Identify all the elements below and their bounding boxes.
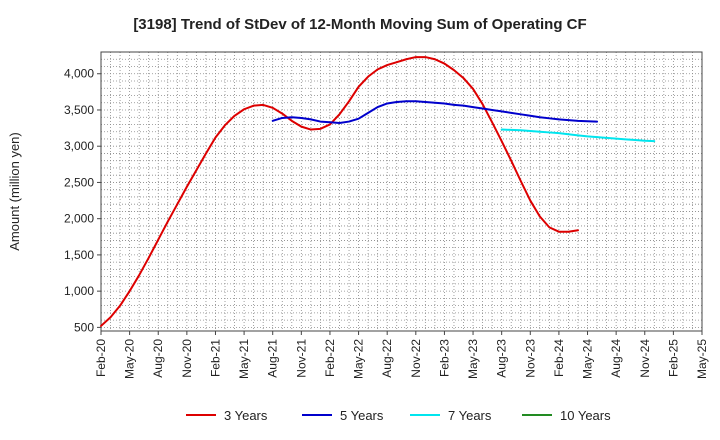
x-tick-label: Aug-22 — [380, 339, 394, 378]
legend-label: 3 Years — [224, 408, 268, 423]
x-tick-label: Aug-21 — [266, 339, 280, 378]
legend-label: 5 Years — [340, 408, 384, 423]
x-tick-label: Aug-23 — [495, 339, 509, 378]
x-tick-label: Nov-20 — [180, 339, 194, 378]
y-tick-label: 1,500 — [64, 248, 94, 262]
plot-border — [100, 51, 703, 332]
x-tick-label: May-21 — [237, 339, 251, 379]
y-tick-label: 3,500 — [64, 103, 94, 117]
x-tick-label: Feb-22 — [323, 339, 337, 377]
x-tick-label: Feb-21 — [208, 339, 222, 377]
legend-label: 10 Years — [560, 408, 611, 423]
x-tick-label: Aug-24 — [609, 339, 623, 378]
series-line-7-years — [500, 128, 656, 143]
y-tick-label: 2,500 — [64, 175, 94, 189]
x-tick-label: Nov-21 — [294, 339, 308, 378]
series-line-5-years — [271, 100, 599, 125]
x-tick-label: Aug-20 — [151, 339, 165, 378]
x-tick-label: Feb-23 — [437, 339, 451, 377]
y-axis-label: Amount (million yen) — [7, 132, 22, 251]
x-tick-label: Nov-22 — [409, 339, 423, 378]
plot-area — [101, 52, 702, 331]
legend-label: 7 Years — [448, 408, 492, 423]
y-tick-label: 3,000 — [64, 139, 94, 153]
x-tick-label: Nov-23 — [523, 339, 537, 378]
x-tick-label: May-20 — [123, 339, 137, 379]
x-tick-label: Feb-20 — [94, 339, 108, 377]
series-line-3-years — [100, 56, 579, 327]
x-tick-label: Nov-24 — [638, 339, 652, 378]
x-tick-label: May-24 — [581, 339, 595, 379]
x-tick-label: May-25 — [695, 339, 709, 379]
y-tick-label: 500 — [74, 320, 94, 334]
x-tick-label: May-22 — [352, 339, 366, 379]
x-tick-label: May-23 — [466, 339, 480, 379]
y-tick-label: 1,000 — [64, 284, 94, 298]
x-tick-label: Feb-25 — [666, 339, 680, 377]
x-tick-label: Feb-24 — [552, 339, 566, 377]
y-tick-label: 4,000 — [64, 67, 94, 81]
y-tick-label: 2,000 — [64, 212, 94, 226]
chart-title: [3198] Trend of StDev of 12-Month Moving… — [133, 16, 587, 33]
